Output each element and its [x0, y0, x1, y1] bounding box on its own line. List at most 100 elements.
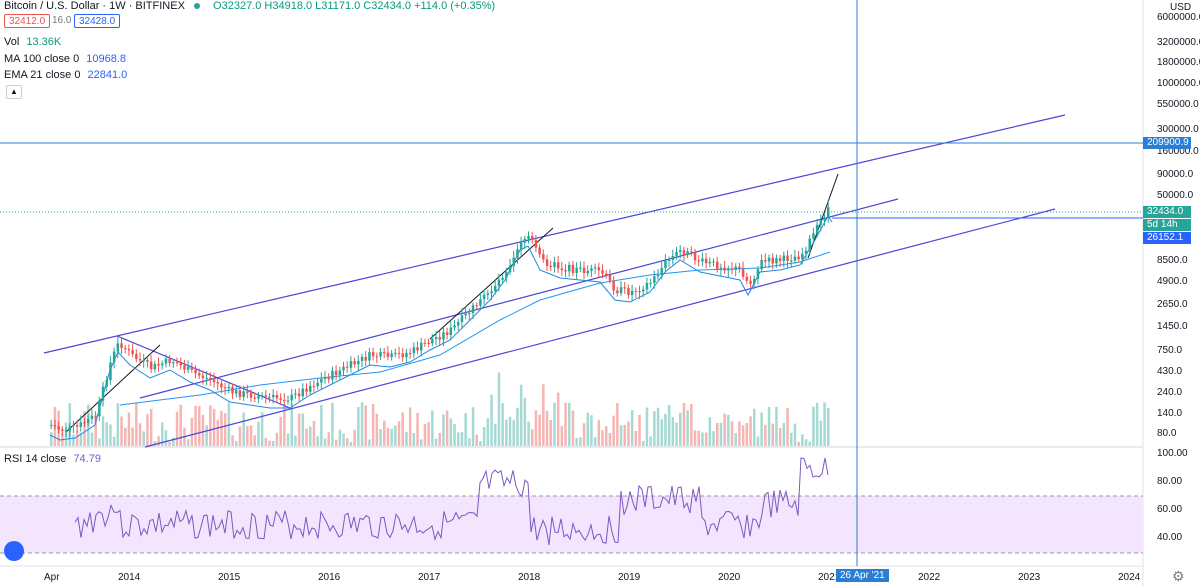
candle-body: [708, 261, 712, 264]
candle-body: [475, 305, 478, 307]
candle-body: [771, 257, 774, 264]
candle-body: [179, 363, 182, 366]
candle-body: [264, 395, 268, 397]
volume-bar: [112, 436, 116, 446]
trend-line-2017[interactable]: [429, 227, 554, 340]
volume-bar: [575, 438, 578, 446]
candle-body: [194, 369, 197, 374]
candle-body: [283, 399, 286, 402]
trend-lines[interactable]: [65, 173, 839, 433]
volume-bar: [142, 431, 145, 446]
channel-upper-line[interactable]: [43, 114, 1066, 354]
candle-body: [305, 388, 308, 392]
volume-bar: [730, 421, 734, 446]
candle-body: [423, 342, 427, 344]
volume-bar: [390, 428, 393, 446]
candle-body: [642, 289, 645, 292]
candle-body: [442, 332, 445, 340]
candle-body: [564, 270, 567, 272]
volume-bar: [753, 408, 756, 446]
volume-bar: [605, 426, 608, 446]
candle-body: [94, 415, 97, 417]
candle-body: [516, 249, 519, 258]
volume-bar: [512, 419, 515, 446]
symbol-title[interactable]: Bitcoin / U.S. Dollar · 1W · BITFINEX: [4, 0, 185, 12]
ma-legend[interactable]: MA 100 close 0 10968.8: [4, 53, 126, 65]
volume-bar: [294, 435, 297, 446]
candle-body: [745, 276, 749, 281]
candle-body: [368, 352, 371, 361]
settings-gear-icon[interactable]: ⚙: [1172, 568, 1185, 584]
price-tick: 300000.0: [1157, 124, 1199, 135]
volume-bar: [719, 422, 723, 446]
candle-body: [734, 266, 737, 270]
symbol-legend[interactable]: Bitcoin / U.S. Dollar · 1W · BITFINEX O3…: [4, 0, 495, 14]
candle-body: [220, 383, 223, 388]
volume-bar: [272, 440, 275, 446]
rsi-line: [74, 457, 829, 546]
volume-bar: [679, 412, 682, 446]
volume-bar: [397, 421, 401, 446]
volume-bar: [431, 410, 434, 446]
candle-body: [105, 380, 108, 387]
candle-body: [630, 290, 634, 295]
candle-body: [568, 264, 571, 272]
volume-bar: [508, 416, 512, 446]
volume-bar: [804, 439, 808, 446]
volume-bar: [786, 407, 789, 446]
volume-bar: [105, 422, 108, 446]
volume-bar: [767, 407, 771, 446]
sell-price-button[interactable]: 32412.0: [4, 14, 51, 28]
candle-body: [590, 268, 593, 271]
volume-bar: [738, 421, 741, 446]
candle-body: [198, 373, 201, 376]
currency-label[interactable]: USD: [1170, 2, 1192, 13]
candle-body: [294, 393, 297, 395]
volume-bar: [701, 432, 704, 446]
volume-bar: [312, 420, 316, 446]
candle-body: [760, 260, 763, 270]
last-price-tag: 32434.0: [1143, 206, 1191, 218]
channel-lines[interactable]: [43, 114, 1066, 448]
time-tick: 2023: [1018, 572, 1041, 583]
candle-body: [497, 279, 501, 286]
tradingview-logo-icon[interactable]: [4, 541, 24, 561]
collapse-legend-button[interactable]: ▲: [6, 85, 22, 99]
volume-legend[interactable]: Vol 13.36K: [4, 36, 61, 48]
channel-middle-line[interactable]: [139, 198, 899, 399]
rsi-tick: 80.00: [1157, 476, 1183, 487]
candle-body: [383, 352, 386, 354]
candle-body: [212, 379, 216, 383]
volume-bar: [453, 424, 456, 446]
candle-body: [582, 267, 586, 274]
candle-body: [408, 352, 412, 354]
candle-body: [175, 362, 179, 364]
volume-bar: [616, 403, 619, 446]
volume-bar: [423, 423, 427, 446]
candle-body: [83, 422, 86, 424]
volume-bar: [538, 414, 541, 446]
candle-body: [90, 415, 94, 420]
trend-line-2013[interactable]: [65, 344, 161, 433]
candle-body: [371, 352, 375, 357]
volume-bar: [531, 429, 534, 446]
volume-bar: [120, 416, 123, 446]
volume-bar: [353, 429, 356, 446]
candle-body: [75, 425, 79, 427]
candle-body: [778, 258, 782, 261]
rsi-label: RSI 14 close: [4, 453, 67, 465]
volume-bar: [527, 421, 530, 446]
candle-body: [157, 363, 160, 366]
candle-body: [290, 394, 293, 401]
rsi-legend[interactable]: RSI 14 close 74.79: [4, 453, 101, 465]
candle-body: [420, 342, 423, 351]
candle-body: [693, 252, 697, 261]
channel-lower-line[interactable]: [144, 208, 1056, 448]
volume-bar: [656, 407, 660, 446]
buy-price-button[interactable]: 32428.0: [74, 14, 121, 28]
ema-legend[interactable]: EMA 21 close 0 22841.0: [4, 69, 127, 81]
candle-body: [149, 361, 153, 370]
volume-bar: [642, 441, 645, 446]
volume-bar: [582, 423, 586, 446]
